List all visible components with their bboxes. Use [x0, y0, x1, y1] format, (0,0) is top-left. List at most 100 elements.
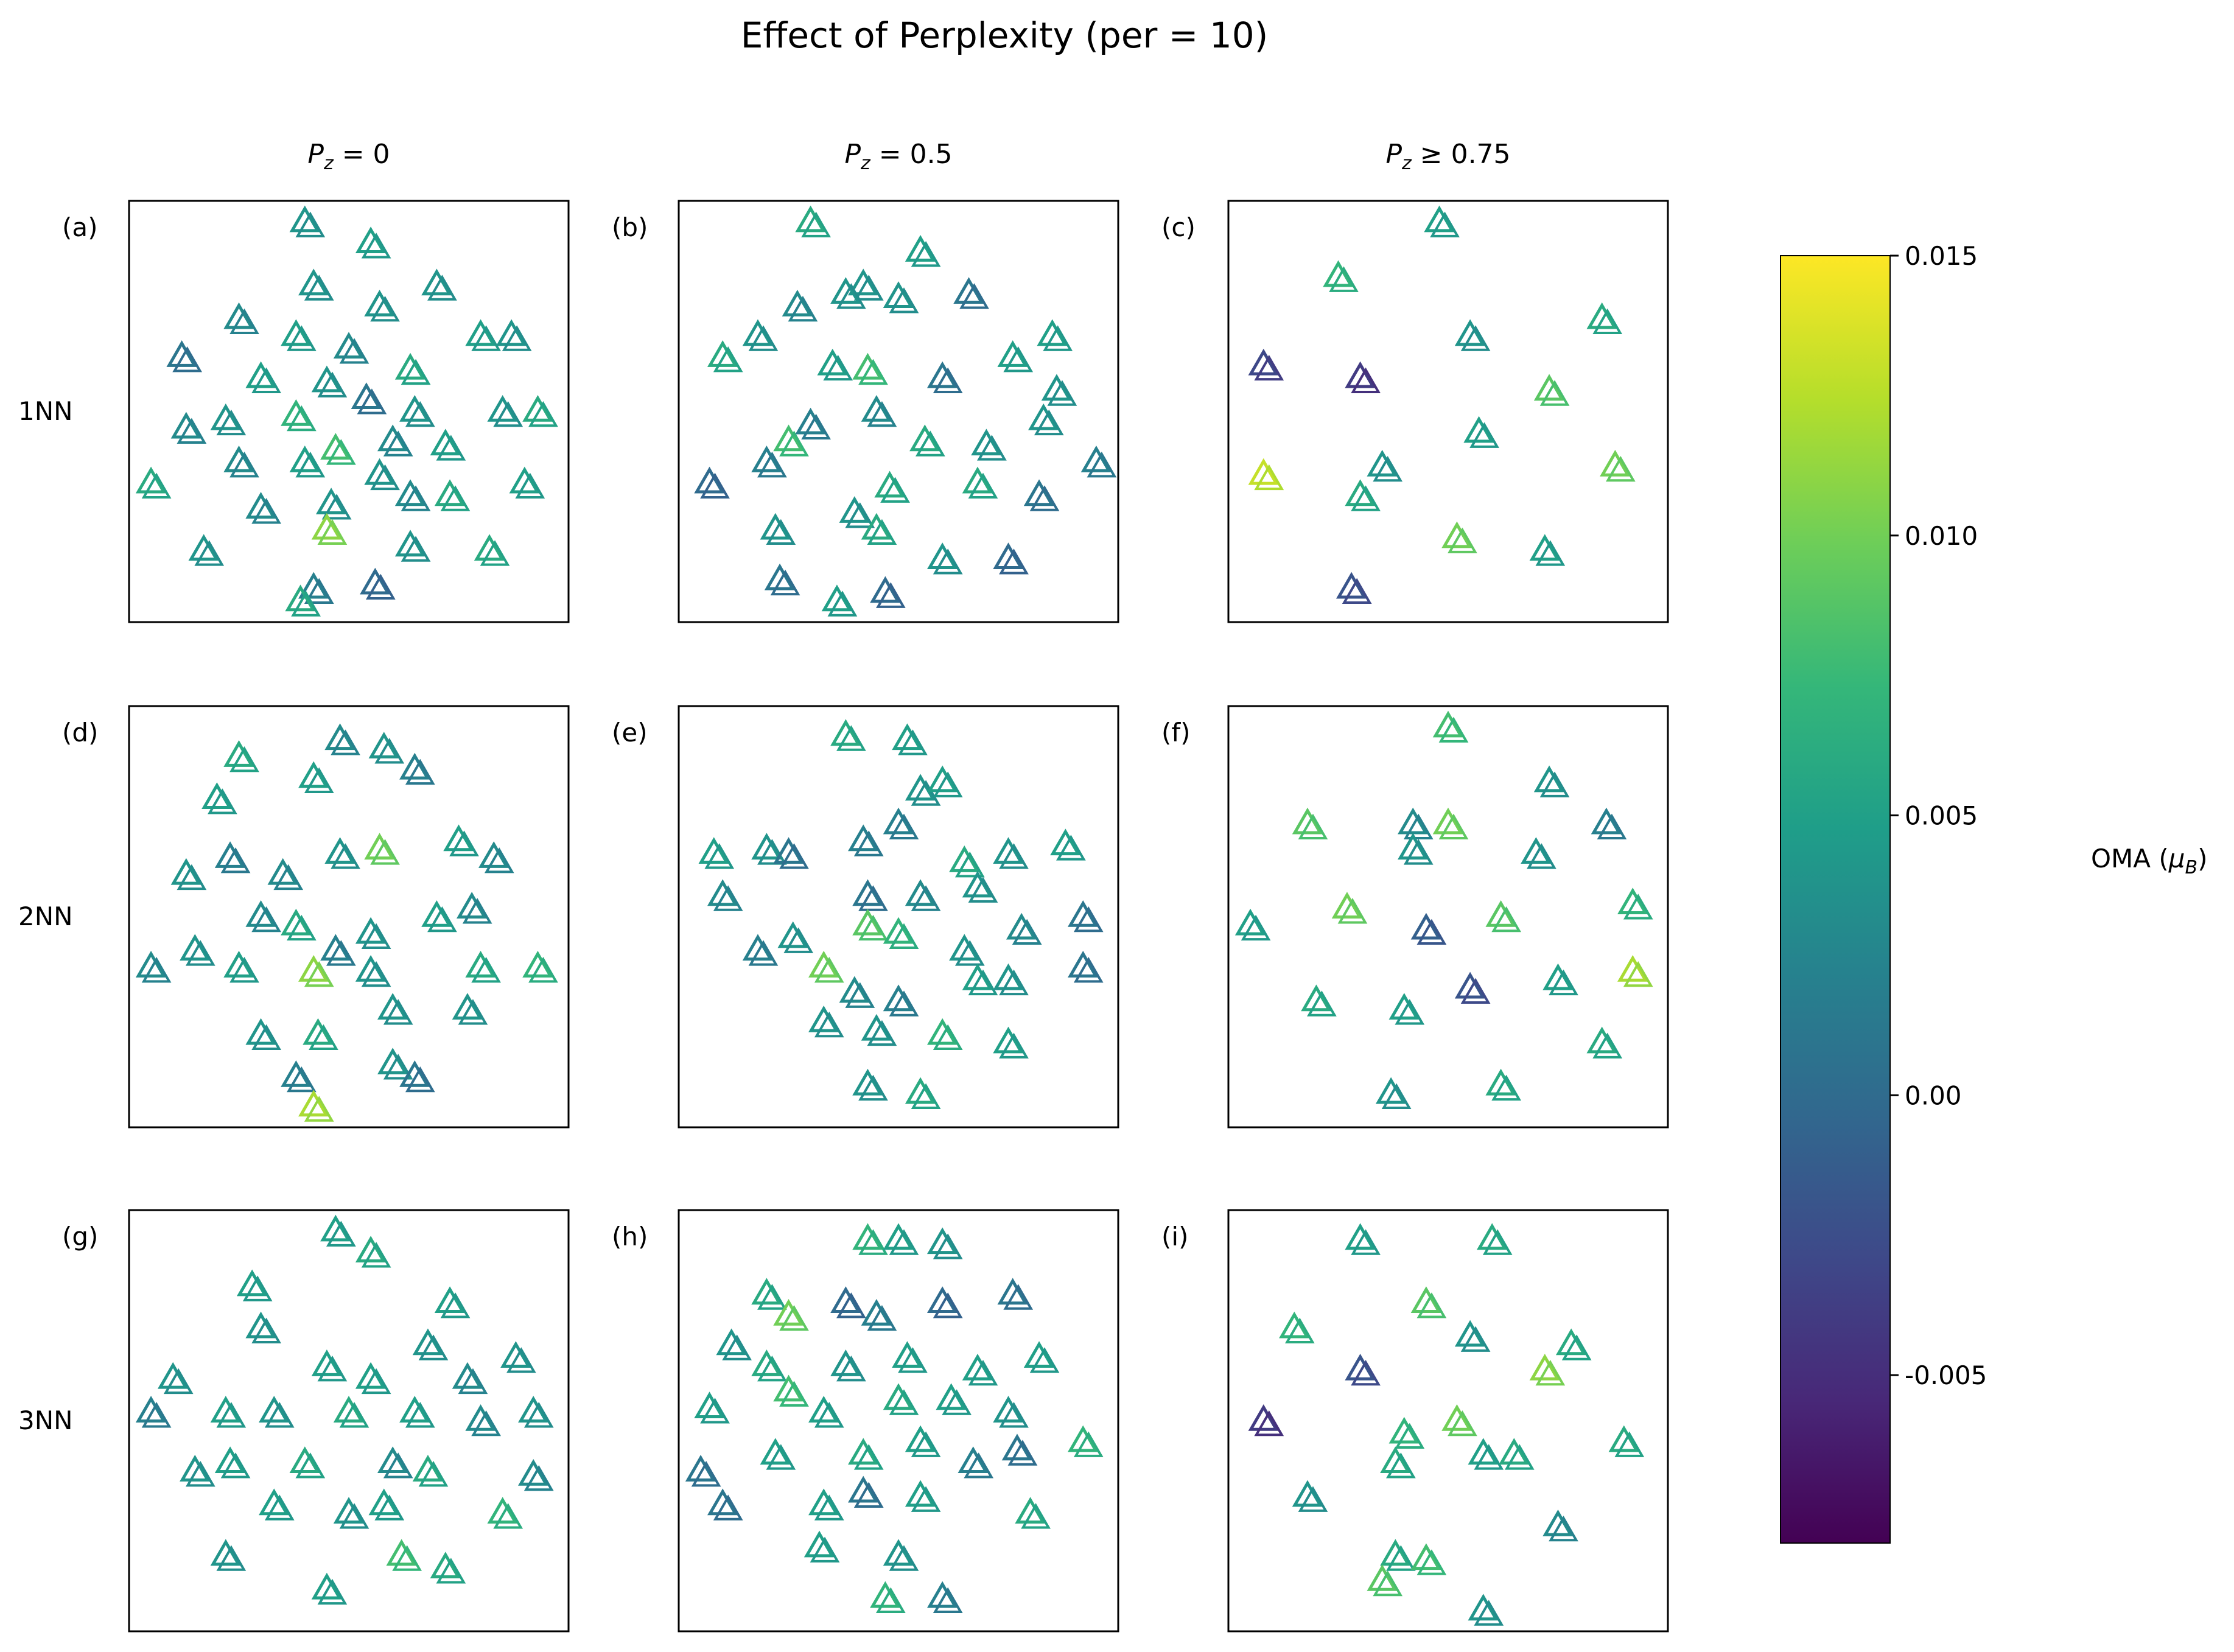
triangle-marker: [845, 502, 875, 528]
triangle-marker: [251, 906, 281, 933]
triangle-marker: [361, 1368, 391, 1395]
triangle-marker: [993, 963, 1024, 990]
triangle-marker: [830, 277, 861, 304]
triangle-marker: [773, 1298, 804, 1326]
triangle-marker: [291, 590, 321, 617]
triangle-marker: [1373, 455, 1403, 482]
triangle-marker: [953, 277, 984, 304]
triangle-marker: [968, 472, 998, 499]
triangle-marker: [304, 578, 334, 604]
panel-letter: (h): [612, 1222, 648, 1251]
triangle-marker: [1068, 900, 1099, 927]
triangle-marker: [1614, 1431, 1645, 1457]
triangle-marker: [880, 477, 910, 503]
triangle-marker: [377, 424, 408, 452]
triangle-marker: [1403, 839, 1434, 865]
triangle-marker: [315, 488, 347, 515]
triangle-marker: [223, 302, 254, 329]
triangle-marker: [808, 1396, 839, 1423]
triangle-marker: [867, 1304, 897, 1331]
triangle-marker: [220, 847, 251, 873]
triangle-marker: [836, 1292, 866, 1318]
triangle-marker: [210, 1396, 242, 1423]
triangle-marker: [1521, 837, 1552, 864]
triangle-marker: [892, 1341, 923, 1368]
triangle-marker: [1248, 348, 1279, 376]
colorbar-tick-label: -0.005: [1905, 1360, 1987, 1390]
triangle-marker: [1448, 1410, 1477, 1437]
panel-letter: (f): [1161, 718, 1191, 747]
triangle-marker: [760, 513, 791, 540]
triangle-marker: [852, 879, 883, 906]
triangle-marker: [861, 1298, 892, 1326]
marker-group: [685, 1223, 1104, 1613]
triangle-marker: [523, 1465, 554, 1491]
triangle-marker: [858, 1074, 888, 1101]
triangle-marker: [707, 879, 738, 906]
triangle-marker: [748, 325, 779, 351]
triangle-marker: [1438, 813, 1469, 840]
triangle-marker: [1430, 211, 1460, 237]
triangle-marker: [339, 338, 369, 364]
triangle-marker: [172, 346, 202, 373]
triangle-marker: [370, 839, 400, 865]
triangle-marker: [440, 1292, 471, 1318]
triangle-marker: [418, 1461, 449, 1487]
triangle-marker: [1441, 521, 1472, 548]
triangle-marker: [311, 1572, 343, 1600]
triangle-marker: [264, 1494, 295, 1521]
triangle-marker: [462, 898, 492, 924]
triangle-marker: [401, 359, 431, 385]
triangle-marker: [748, 940, 779, 966]
triangle-marker: [245, 900, 276, 927]
triangle-marker: [522, 394, 553, 422]
triangle-marker: [971, 429, 1002, 456]
triangle-marker: [949, 845, 980, 872]
triangle-marker: [962, 963, 993, 990]
triangle-marker: [1298, 813, 1328, 840]
triangle-marker: [1597, 813, 1627, 840]
triangle-marker: [1381, 1083, 1412, 1109]
triangle-marker: [1254, 354, 1284, 381]
triangle-marker: [852, 1223, 883, 1250]
triangle-marker: [694, 466, 725, 494]
triangle-marker: [333, 1497, 365, 1524]
triangle-marker: [298, 268, 329, 296]
colorbar-gradient: [1780, 255, 1891, 1544]
triangle-marker: [1367, 1564, 1398, 1591]
triangle-marker: [465, 951, 496, 978]
triangle-marker: [1342, 578, 1372, 604]
marker-group: [1248, 1223, 1645, 1626]
triangle-marker: [700, 472, 730, 499]
triangle-marker: [452, 993, 483, 1020]
triangle-marker: [808, 1005, 839, 1032]
triangle-marker: [405, 758, 435, 785]
panel-i: (i): [1161, 1209, 1669, 1633]
triangle-marker: [287, 405, 317, 432]
triangle-marker: [361, 233, 391, 259]
triangle-marker: [370, 464, 400, 491]
triangle-marker: [1533, 765, 1565, 793]
triangle-marker: [1068, 1425, 1099, 1452]
triangle-marker: [1623, 961, 1653, 987]
colorbar-tick-label: 0.015: [1905, 241, 1978, 271]
triangle-marker: [351, 382, 382, 410]
triangle-marker: [522, 951, 553, 978]
triangle-marker: [523, 1402, 554, 1428]
triangle-marker: [933, 1233, 963, 1259]
triangle-marker: [911, 885, 941, 911]
triangle-marker: [281, 1060, 312, 1087]
triangle-marker: [997, 340, 1028, 367]
triangle-marker: [964, 1452, 994, 1479]
triangle-marker: [177, 418, 207, 444]
triangle-marker: [1485, 1068, 1516, 1096]
triangle-marker: [374, 738, 405, 764]
triangle-marker: [281, 399, 312, 426]
triangle-marker: [1485, 900, 1516, 927]
triangle-marker: [443, 824, 474, 852]
triangle-marker: [242, 1275, 273, 1301]
triangle-marker: [386, 1539, 417, 1566]
panel-frame: [1227, 705, 1669, 1129]
triangle-marker: [926, 361, 958, 388]
triangle-marker: [1482, 1229, 1513, 1255]
